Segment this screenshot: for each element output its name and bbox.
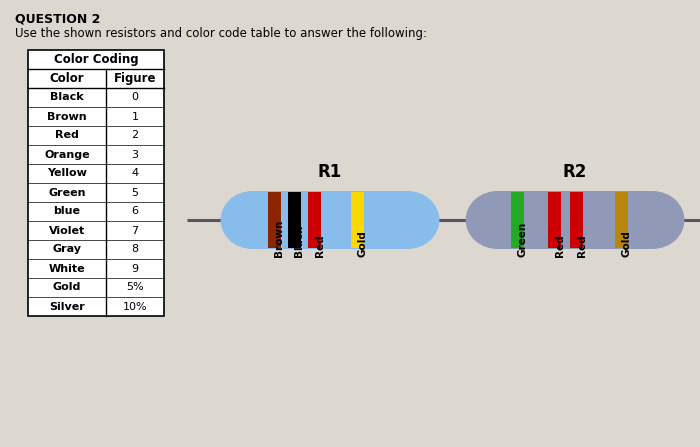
Text: Red: Red (555, 234, 565, 257)
Text: Silver: Silver (49, 301, 85, 312)
Ellipse shape (621, 191, 685, 249)
Ellipse shape (376, 191, 440, 249)
Bar (351, 192, 365, 248)
Bar (498, 191, 652, 249)
Ellipse shape (466, 191, 529, 249)
Text: blue: blue (53, 207, 80, 216)
Text: Black: Black (50, 93, 84, 102)
Text: 10%: 10% (122, 301, 147, 312)
Text: 5%: 5% (126, 283, 144, 292)
Text: 3: 3 (132, 149, 139, 160)
Text: 8: 8 (132, 245, 139, 254)
Bar (267, 192, 281, 248)
Text: 4: 4 (132, 169, 139, 178)
Text: 2: 2 (132, 131, 139, 140)
Bar (477, 209, 491, 231)
Text: Use the shown resistors and color code table to answer the following:: Use the shown resistors and color code t… (15, 27, 427, 40)
Text: Gold: Gold (358, 230, 368, 257)
Text: Brown: Brown (47, 111, 87, 122)
Text: Violet: Violet (49, 225, 85, 236)
Bar (659, 209, 673, 231)
Ellipse shape (220, 191, 284, 249)
Text: Green: Green (517, 222, 528, 257)
Text: Gold: Gold (622, 230, 631, 257)
Text: Gray: Gray (52, 245, 81, 254)
Bar (511, 192, 524, 248)
Text: Brown: Brown (274, 219, 284, 257)
Bar (288, 192, 301, 248)
Text: Yellow: Yellow (47, 169, 87, 178)
Text: 0: 0 (132, 93, 139, 102)
Text: Orange: Orange (44, 149, 90, 160)
Text: R1: R1 (318, 163, 342, 181)
Text: Gold: Gold (52, 283, 81, 292)
Bar (615, 192, 628, 248)
Bar (308, 192, 321, 248)
Text: Green: Green (48, 187, 85, 198)
Text: Red: Red (55, 131, 79, 140)
Bar (253, 191, 407, 249)
Text: Color: Color (50, 72, 84, 85)
Bar (548, 192, 561, 248)
Text: 6: 6 (132, 207, 139, 216)
Bar (232, 209, 246, 231)
Text: Red: Red (577, 234, 587, 257)
Text: R2: R2 (563, 163, 587, 181)
Text: Red: Red (314, 234, 325, 257)
Text: Color Coding: Color Coding (54, 53, 139, 66)
Text: Black: Black (295, 225, 304, 257)
Bar (570, 192, 583, 248)
Bar (28, 50, 164, 316)
Text: Figure: Figure (113, 72, 156, 85)
Text: White: White (49, 263, 85, 274)
Text: 1: 1 (132, 111, 139, 122)
Text: QUESTION 2: QUESTION 2 (15, 12, 100, 25)
Bar (414, 209, 428, 231)
Text: 7: 7 (132, 225, 139, 236)
Text: 5: 5 (132, 187, 139, 198)
Text: 9: 9 (132, 263, 139, 274)
